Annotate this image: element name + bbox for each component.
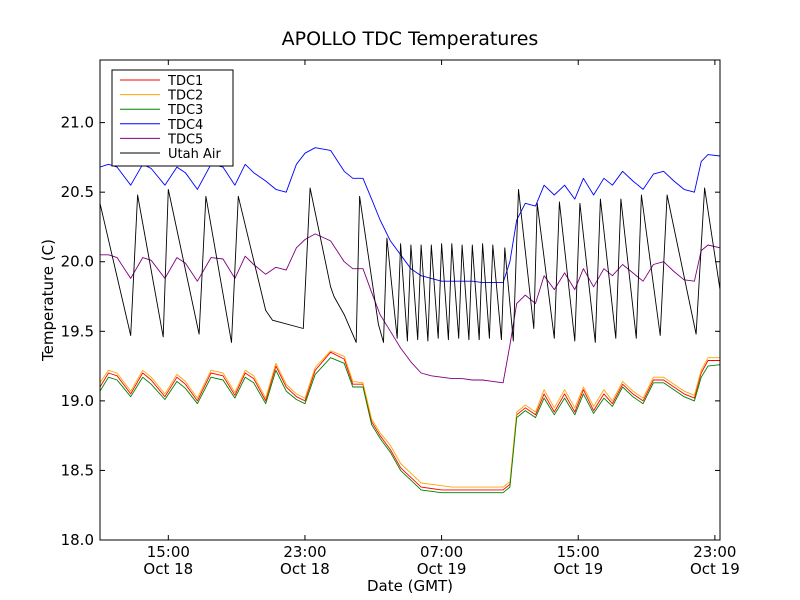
- legend-label-tdc3: TDC3: [167, 103, 203, 118]
- plot-frame: [99, 59, 721, 541]
- x-tick-label-time: 15:00: [557, 543, 600, 561]
- legend-label-tdc5: TDC5: [167, 132, 203, 147]
- x-tick-label-time: 23:00: [283, 543, 326, 561]
- x-tick-label-date: Oct 19: [553, 560, 603, 578]
- legend-label-utah-air: Utah Air: [168, 147, 221, 162]
- series-line-utah-air: [100, 187, 720, 343]
- y-tick-label: 20.0: [61, 253, 94, 271]
- y-axis: 18.0 18.5 19.0 19.5 20.0 20.5 21.0: [61, 114, 720, 549]
- x-tick-label-time: 07:00: [420, 543, 463, 561]
- legend-label-tdc2: TDC2: [167, 89, 203, 104]
- x-tick-label-time: 15:00: [147, 543, 190, 561]
- y-tick-label: 19.5: [61, 322, 94, 340]
- x-tick-label-time: 23:00: [693, 543, 736, 561]
- x-axis-label: Date (GMT): [367, 577, 453, 595]
- series-line-tdc3: [100, 357, 720, 494]
- series-line-tdc5: [100, 233, 720, 384]
- y-tick-label: 20.5: [61, 183, 94, 201]
- y-tick-label: 18.0: [61, 531, 94, 549]
- y-axis-label: Temperature (C): [39, 239, 57, 362]
- chart-title: APOLLO TDC Temperatures: [282, 28, 539, 50]
- y-tick-label: 18.5: [61, 461, 94, 479]
- legend-label-tdc4: TDC4: [167, 118, 203, 133]
- x-tick-label-date: Oct 19: [690, 560, 740, 578]
- series-line-tdc1: [100, 351, 720, 491]
- x-tick-label-date: Oct 19: [417, 560, 467, 578]
- x-tick-label-date: Oct 18: [280, 560, 330, 578]
- legend-label-tdc1: TDC1: [167, 74, 203, 89]
- y-tick-label: 21.0: [61, 114, 94, 132]
- y-tick-label: 19.0: [61, 392, 94, 410]
- x-tick-label-date: Oct 18: [143, 560, 193, 578]
- series-line-tdc2: [100, 350, 720, 488]
- legend-box: [111, 69, 234, 167]
